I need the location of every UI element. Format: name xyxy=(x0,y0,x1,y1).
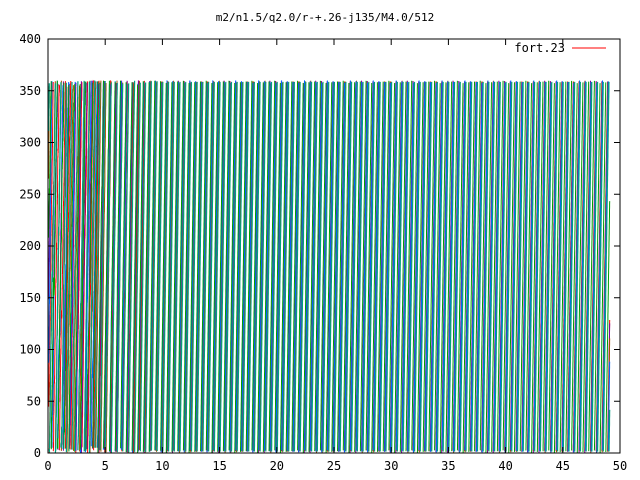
x-tick-label: 5 xyxy=(102,459,109,473)
series-layer xyxy=(48,79,611,454)
y-tick-label: 200 xyxy=(19,239,41,253)
x-tick-label: 10 xyxy=(155,459,169,473)
y-tick-label: 50 xyxy=(27,394,41,408)
x-tick-label: 20 xyxy=(270,459,284,473)
x-tick-label: 30 xyxy=(384,459,398,473)
y-tick-label: 400 xyxy=(19,32,41,46)
x-tick-label: 35 xyxy=(441,459,455,473)
y-tick-label: 250 xyxy=(19,187,41,201)
x-tick-label: 50 xyxy=(613,459,627,473)
axis-layer: 0 5 10 15 20 25 30 35 40 45 50 0 50 100 150 200 250 300 35… xyxy=(19,32,627,473)
x-tick-label: 25 xyxy=(327,459,341,473)
y-tick-label: 300 xyxy=(19,136,41,150)
y-tick-label: 150 xyxy=(19,291,41,305)
series-line-green xyxy=(48,80,611,454)
y-tick-label: 100 xyxy=(19,343,41,357)
x-tick-label: 45 xyxy=(556,459,570,473)
legend-label: fort.23 xyxy=(514,41,565,55)
legend: fort.23 xyxy=(514,41,606,55)
x-tick-label: 40 xyxy=(498,459,512,473)
y-tick-label: 350 xyxy=(19,84,41,98)
y-tick-label: 0 xyxy=(34,446,41,460)
x-tick-label: 0 xyxy=(44,459,51,473)
chart-title: m2/n1.5/q2.0/r-+.26-j135/M4.0/512 xyxy=(216,11,435,24)
x-tick-label: 15 xyxy=(212,459,226,473)
series-line-teal xyxy=(48,80,611,453)
